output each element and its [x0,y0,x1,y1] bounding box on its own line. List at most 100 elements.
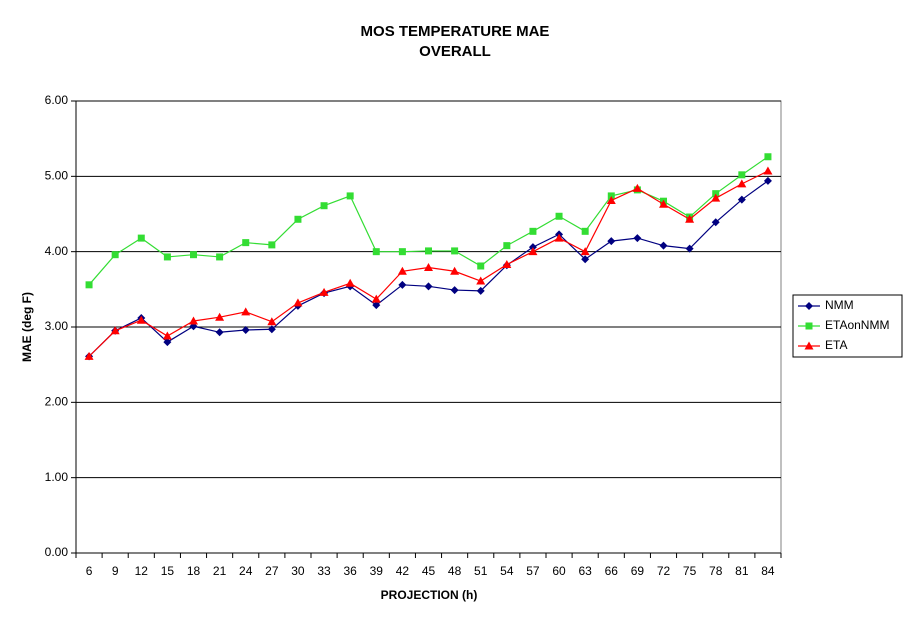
data-point [268,241,276,249]
data-point [503,242,511,250]
data-point [110,326,120,335]
data-point [712,190,720,198]
data-point [241,326,250,335]
x-tick-label: 81 [735,564,749,578]
data-point [136,315,146,324]
data-point [764,153,772,161]
data-point [267,317,277,326]
chart-title: MOS TEMPERATURE MAE [361,23,550,40]
data-point [737,179,747,188]
x-tick-label: 12 [135,564,149,578]
x-tick-label: 27 [265,564,279,578]
data-point [528,247,538,256]
x-tick-label: 75 [683,564,697,578]
data-point [737,195,746,204]
data-point [216,253,224,261]
data-point [528,243,537,252]
data-point [85,281,93,289]
data-point [189,316,198,325]
x-tick-label: 60 [552,564,566,578]
y-tick-label: 3.00 [45,319,69,333]
data-point [398,248,406,256]
x-tick-label: 84 [761,564,775,578]
y-axis-title: MAE (deg F) [20,292,34,362]
y-tick-label: 6.00 [45,93,69,107]
data-point [215,328,224,337]
x-tick-label: 69 [631,564,645,578]
legend-marker [805,322,813,330]
data-point [450,266,460,275]
x-tick-label: 57 [526,564,540,578]
x-axis-title: PROJECTION (h) [381,588,478,602]
x-tick-label: 54 [500,564,514,578]
data-point [319,287,329,296]
data-point [711,193,721,202]
y-tick-label: 2.00 [45,395,69,409]
data-point [267,325,276,334]
x-tick-label: 24 [239,564,253,578]
data-point [371,294,381,303]
legend-label: ETAonNMM [825,318,889,332]
data-point [372,248,380,256]
data-point [711,218,720,227]
y-tick-label: 0.00 [45,545,69,559]
data-point [477,262,485,270]
data-point [763,166,773,175]
data-point [451,247,459,255]
x-tick-label: 21 [213,564,227,578]
x-tick-label: 48 [448,564,462,578]
data-point [633,234,642,243]
x-tick-label: 9 [112,564,119,578]
data-point [397,266,407,275]
data-point [242,239,250,247]
data-point [372,301,381,310]
data-point [763,176,772,185]
x-tick-label: 33 [317,564,331,578]
data-point [450,286,459,295]
data-point [293,298,303,307]
data-point [738,171,746,179]
data-point [554,233,564,242]
data-point [502,259,512,268]
data-point [398,280,407,289]
data-point [320,202,328,210]
data-point [581,255,590,264]
data-point [607,192,615,200]
legend-label: NMM [825,298,854,312]
data-point [659,241,668,250]
legend-marker [805,302,813,310]
data-point [424,262,433,271]
data-point [424,282,433,291]
x-tick-label: 39 [370,564,384,578]
y-tick-label: 1.00 [45,470,69,484]
data-point [241,307,251,316]
data-point [581,227,589,235]
x-tick-label: 78 [709,564,723,578]
data-point [476,276,486,285]
legend-label: ETA [825,338,847,352]
data-point [425,247,432,255]
data-point [163,253,171,261]
data-point [529,227,537,235]
data-point [294,215,302,223]
chart-subtitle: OVERALL [419,43,491,60]
x-tick-label: 72 [657,564,671,578]
data-point [659,199,668,208]
data-point [685,244,694,253]
data-point [163,338,172,347]
data-point [162,331,172,340]
data-point [632,183,642,192]
x-tick-label: 36 [343,564,357,578]
x-tick-label: 6 [86,564,93,578]
data-point [685,214,695,223]
x-tick-label: 30 [291,564,305,578]
data-point [476,286,485,295]
x-tick-label: 45 [422,564,436,578]
x-tick-label: 18 [187,564,201,578]
data-point [190,251,197,259]
x-tick-label: 66 [605,564,619,578]
data-point [84,351,94,360]
x-tick-label: 42 [396,564,410,578]
data-point [137,234,145,242]
